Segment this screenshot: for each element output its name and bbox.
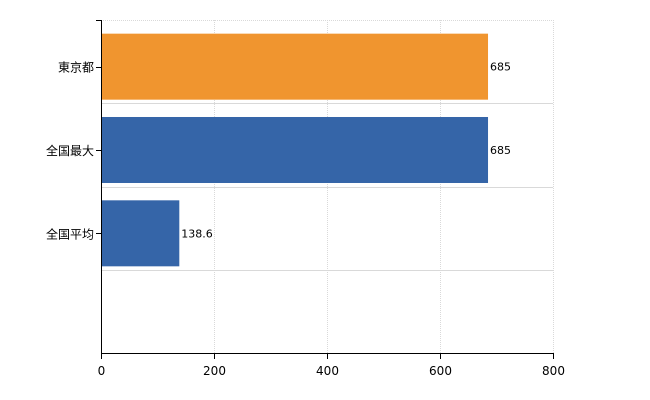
category-label-0: 東京都 [58, 61, 94, 75]
x-tick-label: 800 [542, 364, 565, 378]
data-label-2: 138.6 [181, 227, 213, 240]
data-label-0: 685 [490, 61, 511, 74]
x-tick-label: 200 [203, 364, 226, 378]
data-label-1: 685 [490, 144, 511, 157]
x-tick-label: 400 [316, 364, 339, 378]
bar-2 [101, 200, 180, 267]
category-label-1: 全国最大 [46, 143, 94, 158]
category-label-2: 全国平均 [46, 226, 94, 241]
x-tick-label: 600 [429, 364, 452, 378]
bar-1 [101, 116, 489, 183]
bar-0 [101, 33, 489, 100]
x-tick-label: 0 [98, 364, 106, 378]
